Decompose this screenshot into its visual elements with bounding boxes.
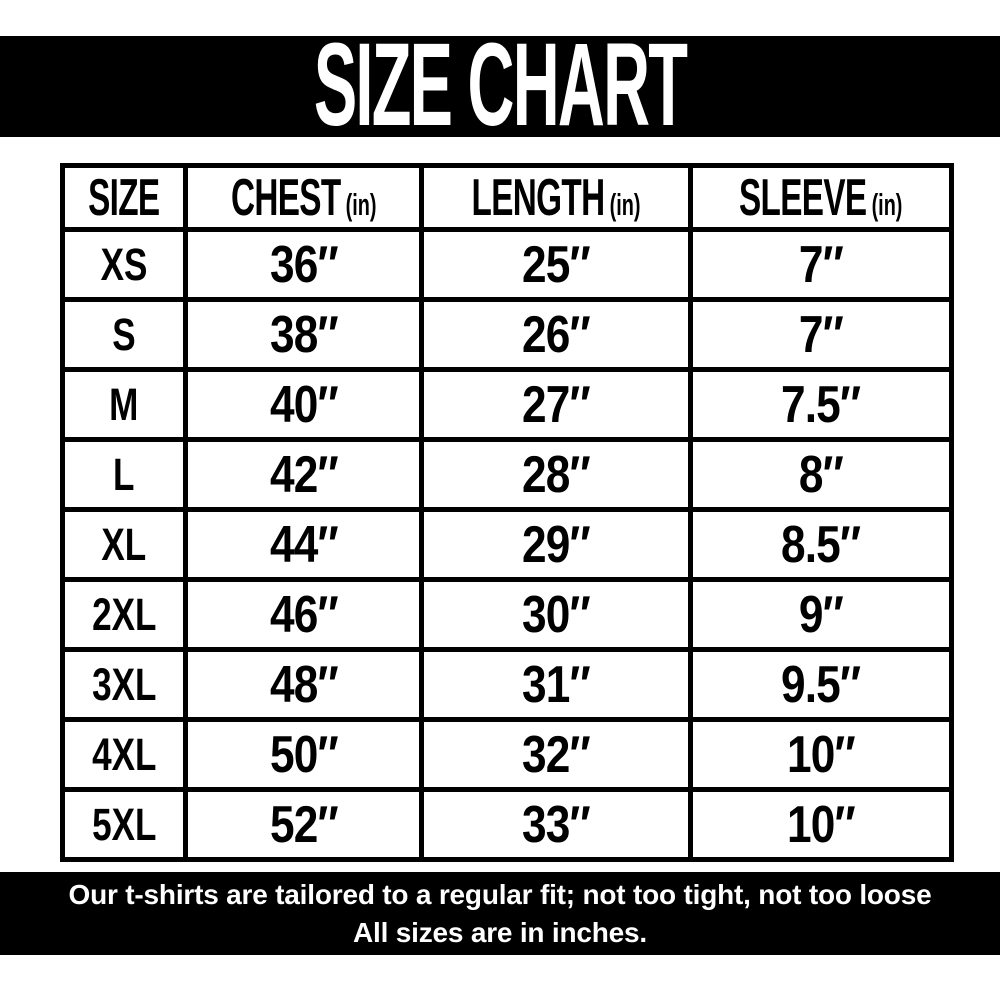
- size-label-cell: M: [60, 367, 188, 442]
- sleeve-value-cell: 10″: [687, 717, 954, 792]
- page-title: SIZE CHART: [313, 18, 688, 150]
- chest-value-cell: 50″: [183, 717, 424, 792]
- table-row-m: M 40″ 27″ 7.5″: [60, 367, 954, 442]
- chest-value-cell: 42″: [183, 437, 424, 512]
- header-unit: (in): [345, 186, 377, 222]
- length-value-cell: 25″: [419, 227, 693, 302]
- table-row-3xl: 3XL 48″ 31″ 9.5″: [60, 647, 954, 722]
- header-label: SIZE: [88, 168, 160, 227]
- length-value-cell: 26″: [419, 297, 693, 372]
- header-label: SLEEVE: [739, 168, 867, 227]
- size-label-cell: 2XL: [60, 577, 188, 652]
- length-value-cell: 31″: [419, 647, 693, 722]
- table-row-l: L 42″ 28″ 8″: [60, 437, 954, 512]
- sleeve-value-cell: 7″: [687, 297, 954, 372]
- chest-value-cell: 38″: [183, 297, 424, 372]
- column-header-sleeve: SLEEVE (in): [687, 163, 954, 232]
- size-label-cell: 5XL: [60, 787, 188, 862]
- column-header-size: SIZE: [60, 163, 188, 232]
- sleeve-value-cell: 7″: [687, 227, 954, 302]
- size-label-cell: XL: [60, 507, 188, 582]
- sleeve-value-cell: 10″: [687, 787, 954, 862]
- footer-bar: Our t-shirts are tailored to a regular f…: [0, 872, 1000, 955]
- table-row-xs: XS 36″ 25″ 7″: [60, 227, 954, 302]
- header-label: CHEST: [230, 168, 341, 227]
- size-label-cell: S: [60, 297, 188, 372]
- size-label-cell: 4XL: [60, 717, 188, 792]
- length-value-cell: 30″: [419, 577, 693, 652]
- length-value-cell: 27″: [419, 367, 693, 442]
- sleeve-value-cell: 9.5″: [687, 647, 954, 722]
- size-label-cell: L: [60, 437, 188, 512]
- table-header-row: SIZE CHEST (in) LENGTH (in) SLEEVE (in): [60, 163, 954, 232]
- table-row-5xl: 5XL 52″ 33″ 10″: [60, 787, 954, 862]
- chest-value-cell: 44″: [183, 507, 424, 582]
- header-unit: (in): [609, 186, 641, 222]
- header-label: LENGTH: [471, 168, 606, 227]
- table-row-2xl: 2XL 46″ 30″ 9″: [60, 577, 954, 652]
- column-header-chest: CHEST (in): [183, 163, 424, 232]
- size-label-cell: 3XL: [60, 647, 188, 722]
- chest-value-cell: 36″: [183, 227, 424, 302]
- sleeve-value-cell: 9″: [687, 577, 954, 652]
- length-value-cell: 28″: [419, 437, 693, 512]
- length-value-cell: 29″: [419, 507, 693, 582]
- header-unit: (in): [871, 186, 903, 222]
- size-label-cell: XS: [60, 227, 188, 302]
- table-row-4xl: 4XL 50″ 32″ 10″: [60, 717, 954, 792]
- chest-value-cell: 40″: [183, 367, 424, 442]
- size-chart-table: SIZE CHEST (in) LENGTH (in) SLEEVE (in) XS …: [60, 163, 954, 862]
- chest-value-cell: 52″: [183, 787, 424, 862]
- chest-value-cell: 46″: [183, 577, 424, 652]
- fit-note: Our t-shirts are tailored to a regular f…: [68, 879, 932, 910]
- length-value-cell: 33″: [419, 787, 693, 862]
- table-row-s: S 38″ 26″ 7″: [60, 297, 954, 372]
- column-header-length: LENGTH (in): [419, 163, 693, 232]
- chest-value-cell: 48″: [183, 647, 424, 722]
- sleeve-value-cell: 8″: [687, 437, 954, 512]
- sleeve-value-cell: 8.5″: [687, 507, 954, 582]
- units-note: All sizes are in inches.: [353, 917, 647, 948]
- length-value-cell: 32″: [419, 717, 693, 792]
- title-bar: SIZE CHART: [0, 25, 1000, 143]
- sleeve-value-cell: 7.5″: [687, 367, 954, 442]
- table-row-xl: XL 44″ 29″ 8.5″: [60, 507, 954, 582]
